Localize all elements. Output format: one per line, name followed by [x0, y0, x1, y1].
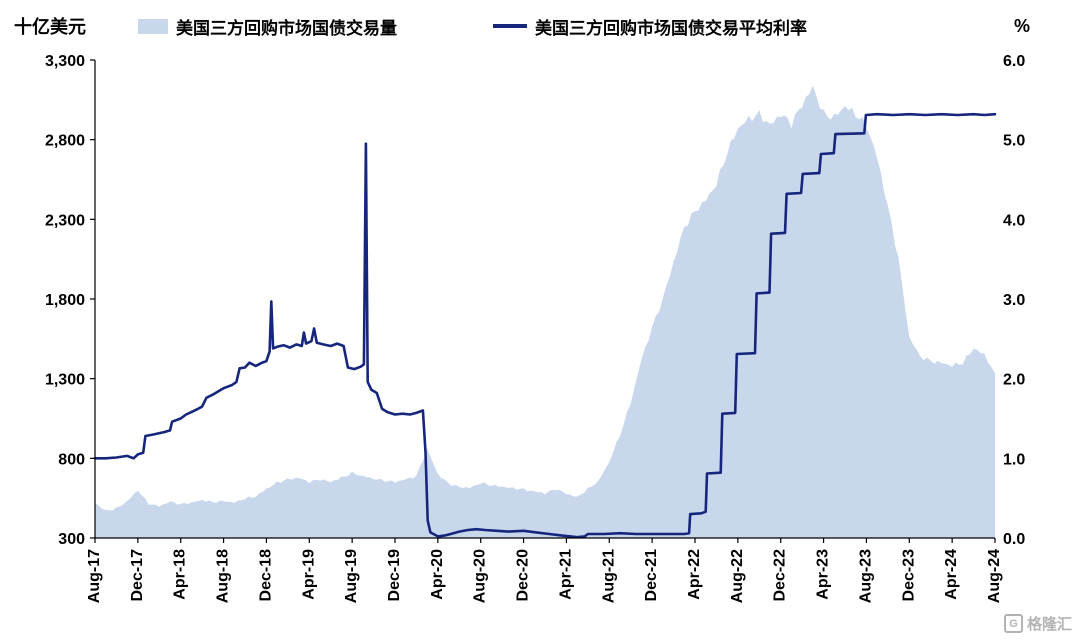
svg-text:Apr-24: Apr-24	[943, 549, 960, 600]
svg-text:Aug-22: Aug-22	[729, 549, 746, 603]
svg-text:1.0: 1.0	[1003, 451, 1025, 468]
svg-text:2,800: 2,800	[45, 133, 85, 150]
svg-text:800: 800	[58, 451, 85, 468]
legend: 美国三方回购市场国债交易量 美国三方回购市场国债交易平均利率	[86, 14, 807, 39]
legend-item-volume: 美国三方回购市场国债交易量	[138, 14, 397, 39]
svg-text:6.0: 6.0	[1003, 53, 1025, 70]
svg-text:Dec-23: Dec-23	[900, 549, 917, 602]
svg-text:Aug-24: Aug-24	[986, 549, 1003, 603]
gelonghui-watermark: G 格隆汇	[1003, 613, 1072, 634]
svg-text:1,300: 1,300	[45, 372, 85, 389]
svg-text:Apr-22: Apr-22	[686, 549, 703, 600]
svg-text:Apr-23: Apr-23	[815, 549, 832, 600]
svg-text:Aug-18: Aug-18	[215, 549, 232, 603]
svg-text:2,300: 2,300	[45, 212, 85, 229]
chart-header: 十亿美元 美国三方回购市场国债交易量 美国三方回购市场国债交易平均利率 %	[0, 6, 1080, 46]
legend-item-rate: 美国三方回购市场国债交易平均利率	[493, 14, 807, 39]
svg-text:2.0: 2.0	[1003, 372, 1025, 389]
svg-text:Aug-19: Aug-19	[343, 549, 360, 603]
svg-text:Aug-17: Aug-17	[86, 549, 103, 603]
svg-text:Apr-18: Apr-18	[172, 549, 189, 600]
svg-text:5.0: 5.0	[1003, 133, 1025, 150]
legend-label-rate: 美国三方回购市场国债交易平均利率	[535, 18, 807, 38]
svg-text:Dec-22: Dec-22	[772, 549, 789, 602]
right-axis-title: %	[1013, 15, 1030, 36]
svg-text:Aug-21: Aug-21	[600, 549, 617, 603]
repo-market-combo-chart: 300 800 1,300 1,800 2,300 2,800 3,300 0.0 1.0 2.0…	[45, 53, 1025, 603]
svg-text:Dec-18: Dec-18	[257, 549, 274, 602]
svg-text:3.0: 3.0	[1003, 292, 1025, 309]
legend-swatch-rate	[493, 24, 527, 28]
svg-text:Dec-17: Dec-17	[129, 549, 146, 602]
legend-swatch-volume	[138, 18, 168, 34]
svg-text:Dec-20: Dec-20	[515, 549, 532, 602]
svg-text:Apr-19: Apr-19	[300, 549, 317, 600]
svg-text:4.0: 4.0	[1003, 212, 1025, 229]
left-axis-title: 十亿美元	[14, 17, 86, 37]
svg-text:Aug-23: Aug-23	[857, 549, 874, 603]
svg-text:Aug-20: Aug-20	[472, 549, 489, 603]
gelonghui-logo-icon: G	[1003, 614, 1023, 633]
svg-text:Apr-21: Apr-21	[557, 549, 574, 600]
svg-text:1,800: 1,800	[45, 292, 85, 309]
watermark-text: 格隆汇	[1026, 616, 1072, 633]
svg-text:Apr-20: Apr-20	[429, 549, 446, 600]
svg-text:300: 300	[58, 531, 85, 548]
svg-text:3,300: 3,300	[45, 53, 85, 70]
legend-label-volume: 美国三方回购市场国债交易量	[176, 18, 397, 38]
svg-text:Dec-21: Dec-21	[643, 549, 660, 602]
svg-text:Dec-19: Dec-19	[386, 549, 403, 602]
svg-text:0.0: 0.0	[1003, 531, 1025, 548]
